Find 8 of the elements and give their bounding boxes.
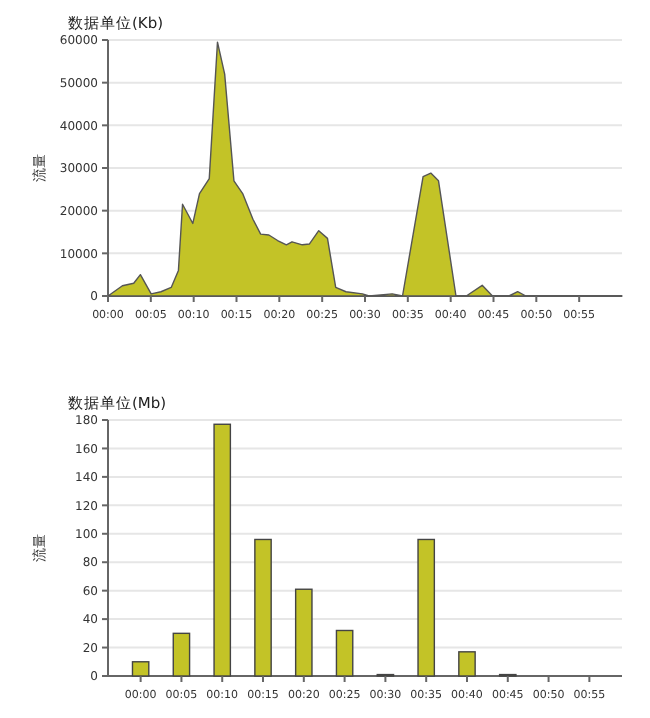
- bar: [458, 651, 476, 677]
- bar: [131, 661, 150, 677]
- bar: [172, 632, 191, 677]
- bar: [254, 538, 272, 677]
- bar: [213, 423, 232, 677]
- bar: [294, 588, 313, 677]
- bar: [417, 538, 436, 677]
- bar: [335, 629, 354, 677]
